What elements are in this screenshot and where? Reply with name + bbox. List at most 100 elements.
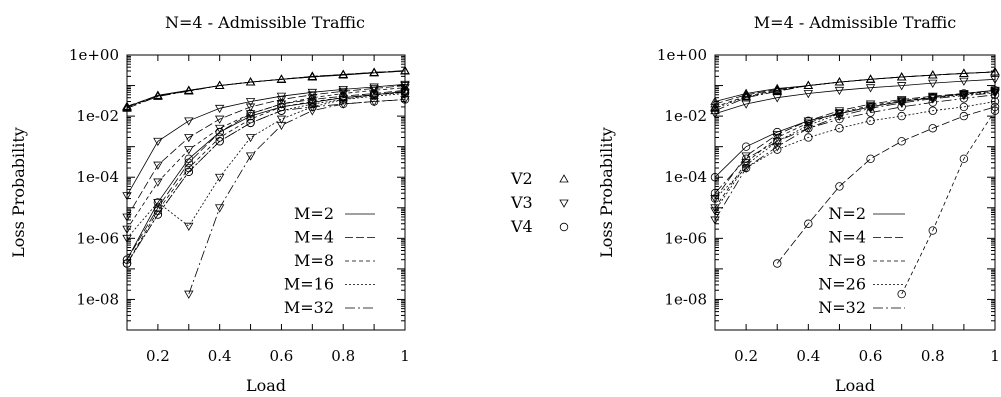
legend-label: N=2 [828, 204, 866, 223]
data-point [896, 72, 907, 81]
data-point [741, 164, 751, 173]
data-point [339, 95, 348, 104]
data-point [741, 161, 751, 170]
data-point [896, 98, 907, 107]
data-point [772, 83, 782, 92]
plot-frame [714, 54, 996, 331]
data-point [215, 127, 224, 137]
data-point [710, 173, 720, 182]
data-point [865, 74, 876, 83]
marker-legend-label: V4 [510, 217, 533, 236]
data-point [897, 102, 906, 112]
series-line [714, 71, 996, 109]
y-tick-label: 1e-02 [664, 107, 707, 125]
y-tick-label: 1e-06 [664, 229, 707, 247]
y-tick-label: 1e-02 [76, 107, 119, 125]
legend-label: N=26 [818, 275, 866, 294]
data-point [896, 82, 907, 91]
data-point [710, 105, 720, 115]
series-line [126, 83, 406, 196]
series-line [714, 89, 996, 178]
data-point [803, 119, 814, 128]
chart-left: N=4 - Admissible Traffic Load Loss Probabi… [9, 13, 410, 395]
data-point [804, 219, 813, 228]
data-point [803, 80, 814, 89]
data-point [959, 102, 969, 112]
data-point [400, 95, 410, 104]
data-point [308, 97, 317, 106]
y-tick-label: 1e-06 [76, 229, 119, 247]
data-point [928, 124, 937, 133]
data-point [834, 112, 845, 121]
series-line [714, 94, 996, 194]
marker-legend-symbol [559, 199, 569, 208]
x-tick-label: 0.8 [921, 347, 945, 365]
marker-legend-label: V3 [510, 193, 533, 212]
y-tick-label: 1e-04 [664, 168, 707, 186]
data-point [803, 121, 814, 131]
data-point [338, 96, 348, 105]
series-line [126, 91, 406, 264]
data-point [245, 98, 256, 107]
data-point [369, 91, 379, 100]
data-point [928, 106, 937, 115]
y-tick-label: 1e-08 [76, 290, 119, 308]
chart-title: N=4 - Admissible Traffic [165, 13, 365, 32]
data-point [710, 102, 720, 111]
data-point [772, 94, 782, 103]
y-tick-label: 1e-04 [76, 168, 119, 186]
series-line [714, 90, 996, 209]
x-tick-label: 1 [400, 347, 410, 365]
series-line [126, 91, 406, 239]
data-point [772, 131, 782, 140]
data-point [710, 207, 720, 216]
data-point [710, 194, 720, 203]
data-point [865, 104, 876, 114]
data-point [214, 115, 225, 124]
data-point [865, 103, 876, 112]
data-point [773, 137, 782, 146]
legend-label: M=8 [294, 251, 334, 270]
data-point [865, 84, 876, 93]
series-line [126, 87, 406, 230]
data-point [897, 111, 906, 121]
data-point [184, 146, 194, 155]
data-point [990, 90, 1000, 99]
data-point [122, 234, 132, 244]
y-axis-label: Loss Probability [9, 127, 28, 258]
data-point [865, 100, 876, 109]
data-point [866, 154, 875, 164]
data-point [245, 103, 256, 112]
data-point [741, 89, 751, 99]
series-line [126, 70, 406, 108]
data-point [990, 86, 1000, 96]
marker-legend-symbol [559, 174, 569, 183]
data-point [122, 192, 132, 201]
marker-legend-symbol [559, 222, 569, 232]
data-point [400, 84, 410, 93]
data-point [153, 91, 163, 100]
y-tick-label: 1e-08 [664, 290, 707, 308]
data-point [215, 137, 224, 146]
data-point [369, 67, 379, 76]
data-point [214, 204, 225, 213]
data-point [865, 102, 876, 111]
data-point [338, 87, 348, 97]
data-point [339, 99, 348, 109]
data-point [990, 106, 1000, 115]
data-point [835, 182, 844, 191]
series-line [714, 91, 996, 211]
data-point [835, 124, 844, 133]
data-point [369, 86, 379, 96]
data-point [400, 65, 410, 74]
data-point [277, 106, 286, 115]
series-line [126, 85, 406, 218]
data-point [308, 102, 317, 112]
marker-legend: V2 V3 V4 [510, 169, 569, 236]
data-point [710, 204, 720, 213]
data-point [741, 142, 751, 151]
series-line [714, 92, 996, 221]
series-line [126, 99, 406, 264]
series-line [714, 71, 996, 112]
data-point [772, 137, 782, 147]
